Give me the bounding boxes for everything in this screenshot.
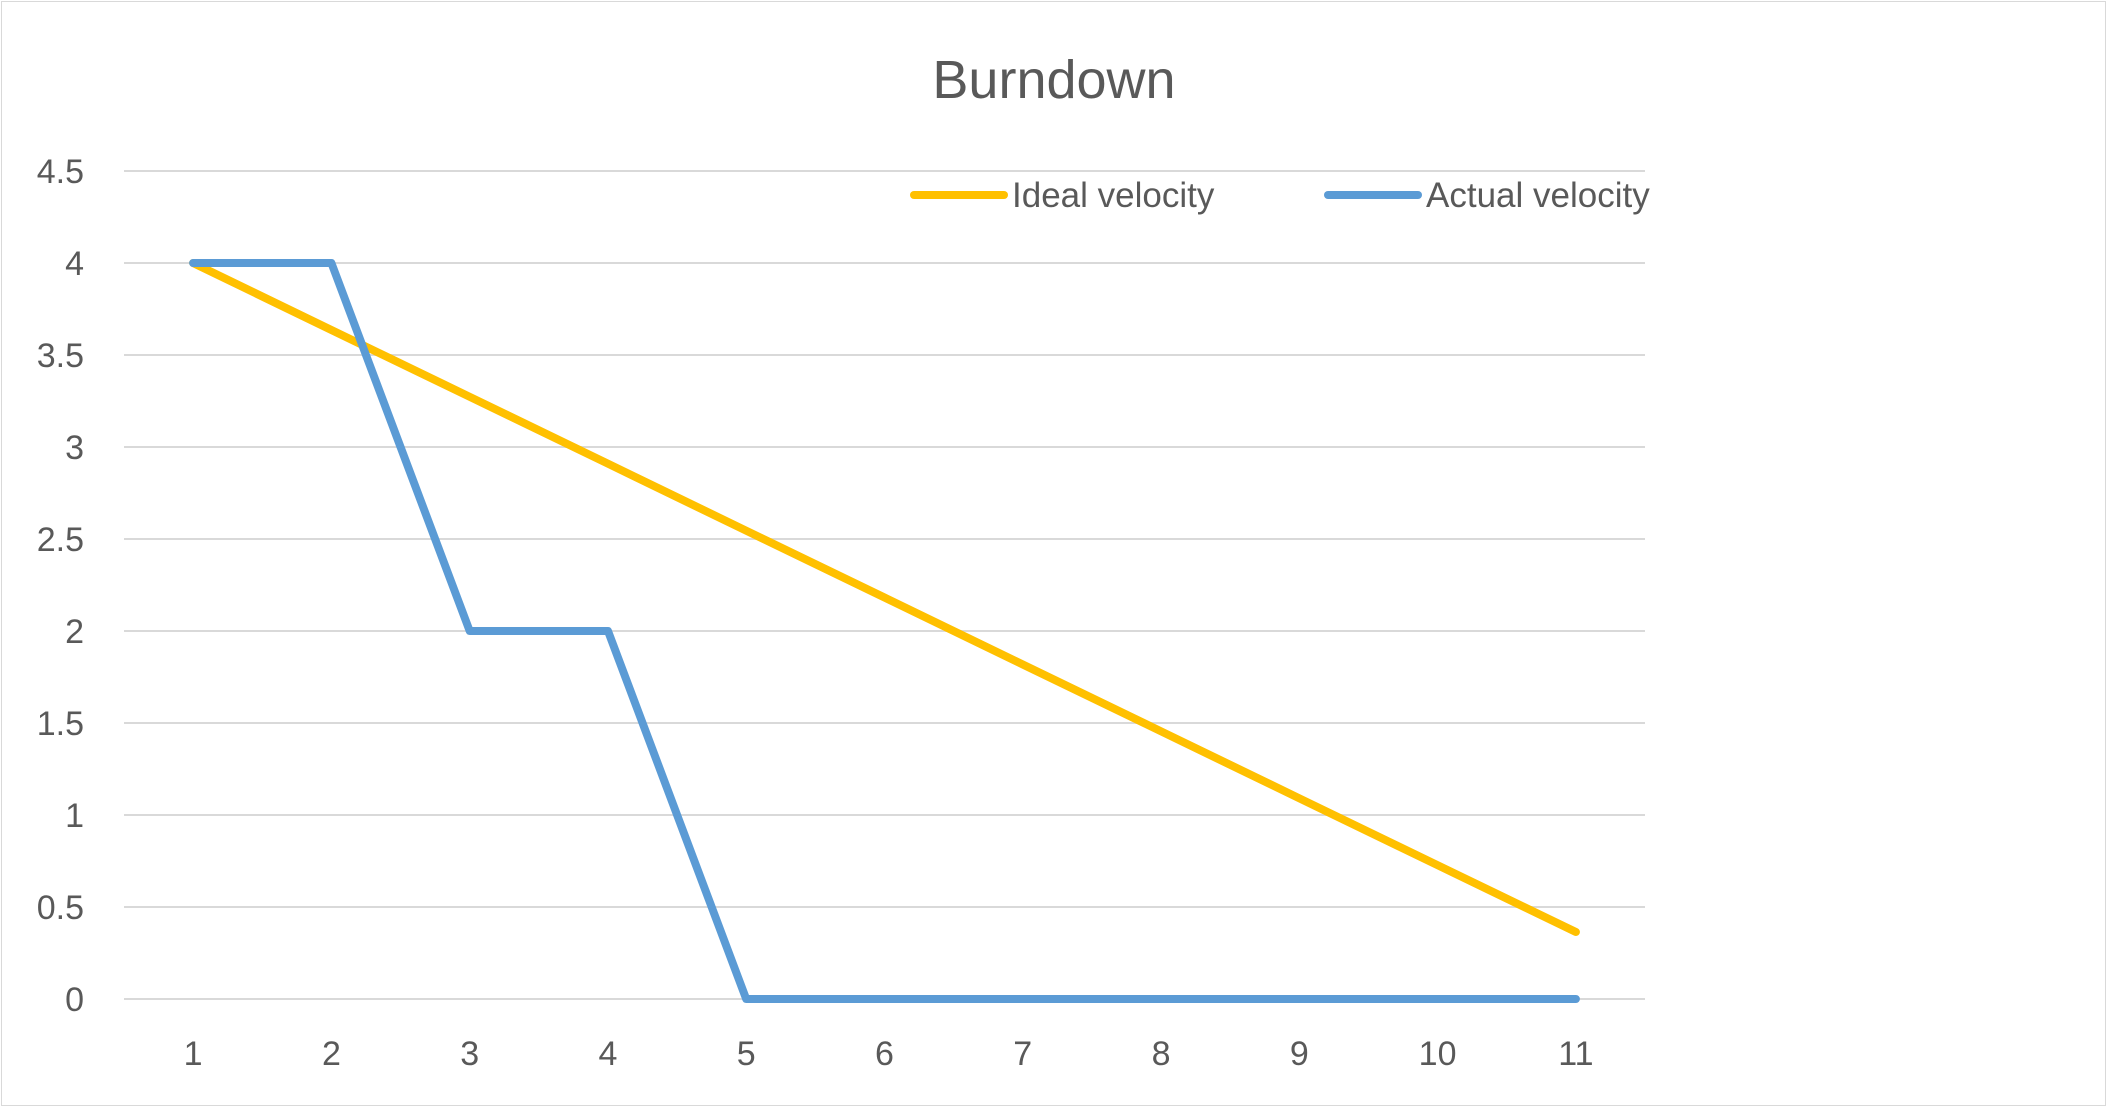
legend-label: Actual velocity <box>1426 176 1650 215</box>
x-tick-label: 10 <box>1419 1035 1457 1073</box>
x-tick-label: 7 <box>1013 1035 1032 1073</box>
x-tick-label: 5 <box>737 1035 756 1073</box>
x-axis-ticks: 1 2 3 4 5 6 7 8 9 10 11 <box>184 1035 1594 1073</box>
y-tick-label: 0.5 <box>37 889 84 927</box>
y-tick-label: 4.5 <box>37 153 84 191</box>
gridlines <box>124 170 1645 1000</box>
x-tick-label: 8 <box>1152 1035 1171 1073</box>
legend-label: Ideal velocity <box>1012 176 1215 215</box>
y-axis-ticks: 0 0.5 1 1.5 2 2.5 3 3.5 4 4.5 <box>37 153 84 1019</box>
legend: Ideal velocity Actual velocity <box>910 176 1650 215</box>
x-tick-label: 4 <box>598 1035 617 1073</box>
series-lines <box>189 259 1580 1003</box>
x-tick-label: 3 <box>460 1035 479 1073</box>
x-tick-label: 1 <box>184 1035 203 1073</box>
y-tick-label: 2.5 <box>37 521 84 559</box>
x-tick-label: 6 <box>875 1035 894 1073</box>
y-tick-label: 4 <box>65 245 84 283</box>
x-tick-label: 9 <box>1290 1035 1309 1073</box>
x-tick-label: 11 <box>1558 1035 1593 1073</box>
y-tick-label: 3 <box>65 429 84 467</box>
y-tick-label: 1 <box>65 797 84 835</box>
y-tick-label: 0 <box>65 981 84 1019</box>
y-tick-label: 3.5 <box>37 337 84 375</box>
series-line-actual-velocity <box>189 259 1580 1003</box>
y-tick-label: 2 <box>65 613 84 651</box>
x-tick-label: 2 <box>322 1035 341 1073</box>
y-tick-label: 1.5 <box>37 705 84 743</box>
chart-title: Burndown <box>932 50 1175 110</box>
series-line-ideal-velocity <box>189 259 1580 936</box>
